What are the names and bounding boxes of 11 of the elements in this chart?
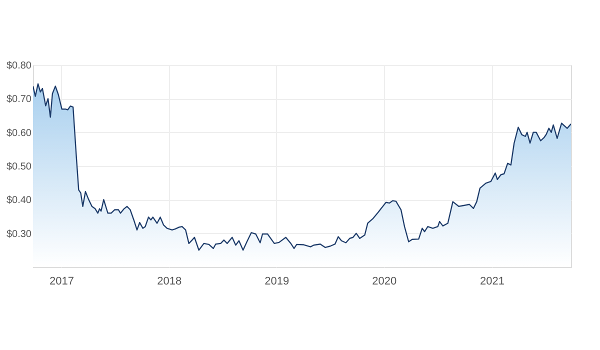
x-tick-label: 2017 bbox=[50, 276, 74, 288]
x-tick-label: 2019 bbox=[264, 276, 290, 288]
y-tick-label: $0.80 bbox=[6, 60, 32, 72]
y-tick-label: $0.40 bbox=[6, 195, 32, 206]
x-tick-label: 2020 bbox=[372, 276, 397, 288]
y-tick-label: $0.30 bbox=[6, 228, 32, 240]
y-tick-label: $0.60 bbox=[6, 128, 32, 139]
y-tick-label: $0.70 bbox=[6, 94, 32, 106]
x-tick-label: 2021 bbox=[480, 276, 504, 288]
y-tick-label: $0.50 bbox=[6, 162, 32, 172]
x-tick-label: 2018 bbox=[157, 276, 182, 288]
